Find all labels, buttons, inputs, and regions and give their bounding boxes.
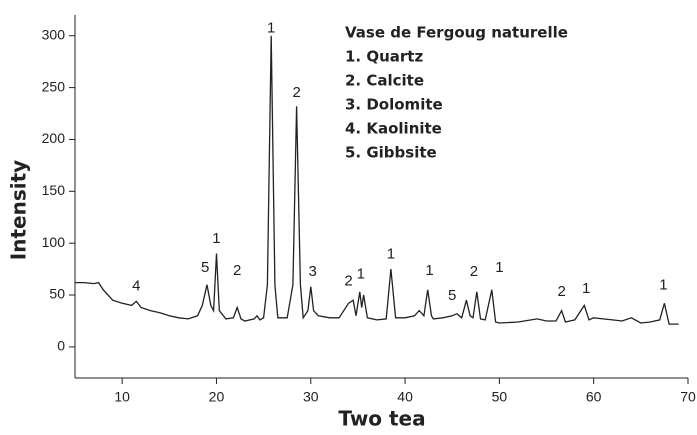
- peak-label: 1: [659, 277, 667, 294]
- y-tick-label: 200: [42, 130, 66, 146]
- peak-label: 2: [344, 273, 352, 290]
- y-tick-label: 100: [42, 234, 66, 250]
- legend-item: 5. Gibbsite: [345, 144, 437, 162]
- legend: Vase de Fergoug naturelle 1. Quartz 2. Ca…: [345, 24, 568, 162]
- legend-item: 1. Quartz: [345, 48, 423, 66]
- peak-label: 3: [308, 263, 316, 280]
- peak-label: 2: [557, 283, 565, 300]
- y-tick-label: 50: [49, 286, 65, 302]
- peak-label: 2: [233, 262, 241, 279]
- legend-item: 2. Calcite: [345, 72, 424, 90]
- x-tick-label: 50: [492, 389, 508, 405]
- peak-label: 5: [201, 259, 209, 276]
- peak-label: 1: [495, 259, 503, 276]
- peak-label: 1: [212, 230, 220, 247]
- x-axis-title: Two tea: [338, 407, 425, 431]
- data-line: [75, 35, 679, 325]
- legend-title: Vase de Fergoug naturelle: [345, 24, 568, 42]
- peak-label: 4: [132, 278, 140, 295]
- peak-label: 1: [357, 265, 365, 282]
- y-axis-title: Intensity: [7, 160, 31, 260]
- peak-label: 2: [292, 84, 300, 101]
- peak-label: 2: [470, 263, 478, 280]
- peak-label: 1: [425, 262, 433, 279]
- peak-label: 1: [582, 280, 590, 297]
- x-tick-label: 70: [680, 389, 696, 405]
- legend-item: 4. Kaolinite: [345, 120, 442, 138]
- peak-label: 1: [387, 246, 395, 263]
- x-tick-label: 30: [303, 389, 319, 405]
- x-tick-label: 60: [586, 389, 602, 405]
- y-tick-label: 0: [57, 338, 65, 354]
- legend-item: 3. Dolomite: [345, 96, 443, 114]
- y-tick-label: 300: [42, 26, 66, 42]
- x-tick-label: 20: [209, 389, 225, 405]
- y-tick-label: 150: [42, 182, 66, 198]
- y-tick-label: 250: [42, 78, 66, 94]
- x-tick-label: 10: [114, 389, 130, 405]
- peak-label: 5: [448, 287, 456, 304]
- peak-label: 1: [267, 19, 275, 36]
- x-tick-label: 40: [397, 389, 413, 405]
